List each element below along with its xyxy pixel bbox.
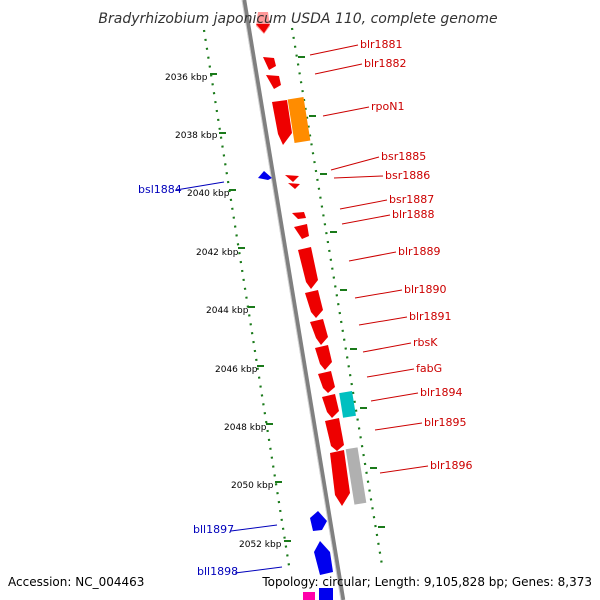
gene-label-bsl1884[interactable]: bsl1884 bbox=[138, 183, 182, 196]
reverse-gene-labels: bsl1884 bll1897 bll1898 bbox=[138, 183, 238, 578]
reverse-label-leaders bbox=[175, 181, 283, 574]
leader-line bbox=[175, 181, 225, 191]
tick-label: 2052 kbp bbox=[239, 540, 282, 550]
gene-bll1898[interactable] bbox=[314, 541, 333, 575]
gene-label-bll1898[interactable]: bll1898 bbox=[197, 565, 238, 578]
tick-label: 2036 kbp bbox=[165, 73, 208, 83]
gene-pink-lower[interactable] bbox=[303, 592, 315, 600]
leader-line bbox=[341, 214, 391, 225]
forward-gene-labels: blr1881 blr1882 rpoN1 bsr1885 bsr1886 bs… bbox=[360, 38, 473, 472]
gene-bsr1885[interactable] bbox=[285, 175, 299, 182]
tick-label: 2050 kbp bbox=[231, 481, 274, 491]
gene-bsr1883[interactable] bbox=[272, 100, 292, 145]
leader-line bbox=[230, 524, 278, 532]
gene-label-bsr1887[interactable]: bsr1887 bbox=[389, 193, 434, 206]
gene-blr1894-cyan[interactable] bbox=[339, 391, 356, 418]
gene-label-blr1896[interactable]: blr1896 bbox=[430, 459, 473, 472]
leader-line bbox=[314, 63, 363, 75]
gene-blr1888[interactable] bbox=[294, 224, 309, 239]
leader-line bbox=[366, 368, 415, 378]
gene-label-blr1895[interactable]: blr1895 bbox=[424, 416, 467, 429]
leader-line bbox=[362, 342, 412, 353]
leader-line bbox=[354, 289, 403, 299]
gene-rbsK[interactable] bbox=[315, 345, 332, 370]
gene-label-rpoN1[interactable]: rpoN1 bbox=[371, 100, 404, 113]
topology-text: Topology: circular; Length: 9,105,828 bp… bbox=[261, 575, 592, 589]
reverse-ruler-line bbox=[202, 29, 292, 573]
gene-bsr1886[interactable] bbox=[288, 183, 300, 189]
tick-label: 2038 kbp bbox=[175, 131, 218, 141]
gene-label-fabG[interactable]: fabG bbox=[416, 362, 442, 375]
tick-labels: 2036 kbp 2038 kbp 2040 kbp 2042 kbp 2044… bbox=[165, 73, 282, 550]
gene-label-bll1897[interactable]: bll1897 bbox=[193, 523, 234, 536]
gene-bsl1884[interactable] bbox=[258, 171, 272, 180]
genome-title: Bradyrhizobium japonicum USDA 110, compl… bbox=[98, 11, 497, 27]
leader-line bbox=[234, 566, 283, 574]
leader-line bbox=[374, 422, 423, 431]
leader-line bbox=[322, 106, 370, 117]
tick-label: 2046 kbp bbox=[215, 365, 258, 375]
leader-line bbox=[309, 44, 359, 56]
backbone-highlight bbox=[241, 0, 342, 600]
leader-line bbox=[333, 175, 384, 179]
gene-blr1896[interactable] bbox=[330, 450, 350, 506]
gene-bll1898-lower[interactable] bbox=[319, 588, 333, 600]
gene-label-blr1890[interactable]: blr1890 bbox=[404, 283, 447, 296]
leader-line bbox=[358, 316, 408, 326]
forward-label-leaders bbox=[309, 44, 429, 474]
tick-label: 2042 kbp bbox=[196, 248, 239, 258]
gene-blr1891[interactable] bbox=[310, 319, 328, 345]
gene-label-blr1888[interactable]: blr1888 bbox=[392, 208, 435, 221]
gene-rpoN1[interactable] bbox=[287, 97, 311, 143]
gene-blr1882-a[interactable] bbox=[263, 57, 276, 70]
gene-label-blr1894[interactable]: blr1894 bbox=[420, 386, 463, 399]
gene-label-blr1882[interactable]: blr1882 bbox=[364, 57, 407, 70]
gene-label-blr1881[interactable]: blr1881 bbox=[360, 38, 403, 51]
gene-label-rbsK[interactable]: rbsK bbox=[413, 336, 438, 349]
gene-bll1897[interactable] bbox=[310, 511, 327, 531]
gene-blr1895[interactable] bbox=[325, 418, 344, 451]
gene-blr1889[interactable] bbox=[298, 247, 318, 289]
forward-genes bbox=[256, 12, 367, 506]
reverse-genes bbox=[258, 171, 333, 600]
forward-ruler-line bbox=[290, 27, 384, 566]
gene-blr1890[interactable] bbox=[305, 290, 323, 318]
backbone-line bbox=[241, 0, 346, 600]
gene-label-bsr1886[interactable]: bsr1886 bbox=[385, 169, 430, 182]
tick-label: 2040 kbp bbox=[187, 189, 230, 199]
tick-label: 2044 kbp bbox=[206, 306, 249, 316]
gene-blr1882-b[interactable] bbox=[266, 75, 281, 89]
leader-line bbox=[330, 156, 380, 171]
gene-blr1881-arrow[interactable] bbox=[256, 24, 270, 33]
gene-blr1896-gray[interactable] bbox=[345, 447, 367, 505]
ruler-ticks bbox=[210, 73, 291, 542]
gene-label-blr1891[interactable]: blr1891 bbox=[409, 310, 452, 323]
gene-blr1894[interactable] bbox=[322, 394, 339, 418]
ruler-ticks-right bbox=[298, 56, 385, 528]
leader-line bbox=[370, 392, 419, 402]
accession-text: Accession: NC_004463 bbox=[8, 575, 144, 589]
leader-line bbox=[339, 199, 388, 210]
gene-label-blr1889[interactable]: blr1889 bbox=[398, 245, 441, 258]
gene-label-bsr1885[interactable]: bsr1885 bbox=[381, 150, 426, 163]
leader-line bbox=[348, 251, 397, 262]
gene-bsr1887[interactable] bbox=[292, 212, 306, 219]
tick-label: 2048 kbp bbox=[224, 423, 267, 433]
leader-line bbox=[379, 465, 429, 474]
gene-fabG[interactable] bbox=[318, 371, 335, 393]
